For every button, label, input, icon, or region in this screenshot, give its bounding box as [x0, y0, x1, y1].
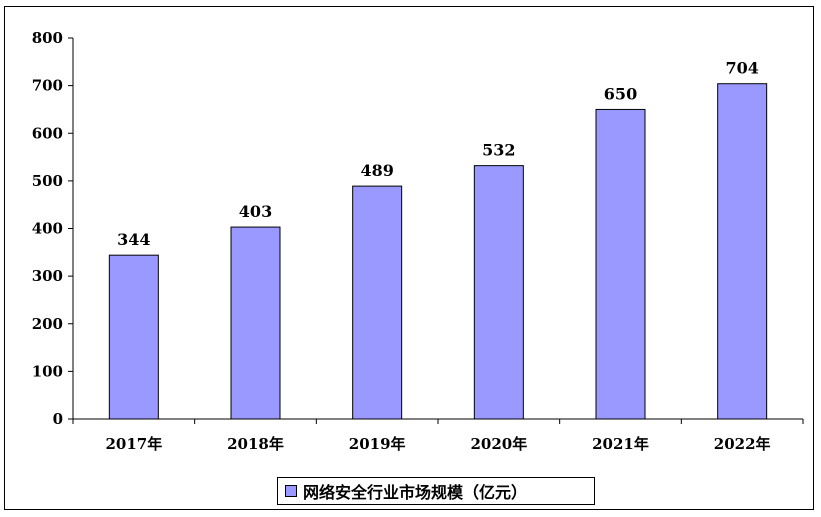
- legend-swatch: [285, 485, 297, 497]
- legend-label: 网络安全行业市场规模（亿元）: [303, 483, 528, 502]
- data-label: 403: [239, 202, 272, 221]
- x-category-label: 2021年: [592, 435, 649, 453]
- data-label: 344: [117, 230, 150, 249]
- data-label: 650: [604, 84, 637, 103]
- y-tick-label: 0: [53, 410, 63, 428]
- bar: [352, 185, 403, 420]
- y-tick-label: 600: [32, 124, 63, 142]
- y-tick-label: 300: [32, 267, 63, 285]
- x-category-label: 2019年: [349, 435, 406, 453]
- y-tick-label: 800: [32, 29, 63, 47]
- x-category-label: 2022年: [714, 435, 771, 453]
- bar: [717, 83, 768, 420]
- bar: [595, 108, 646, 420]
- bar: [473, 165, 524, 420]
- bar: [230, 226, 281, 420]
- data-label: 489: [360, 161, 393, 180]
- y-tick-label: 400: [32, 220, 63, 238]
- x-category-label: 2017年: [105, 435, 162, 453]
- y-tick-label: 100: [32, 362, 63, 380]
- data-label: 704: [725, 59, 758, 78]
- x-category-label: 2018年: [227, 435, 284, 453]
- data-label: 532: [482, 141, 515, 160]
- x-category-label: 2020年: [470, 435, 527, 453]
- legend: 网络安全行业市场规模（亿元）: [277, 477, 595, 505]
- y-tick-label: 700: [32, 77, 63, 95]
- y-tick-label: 200: [32, 315, 63, 333]
- y-tick-label: 500: [32, 172, 63, 190]
- bar: [108, 254, 159, 420]
